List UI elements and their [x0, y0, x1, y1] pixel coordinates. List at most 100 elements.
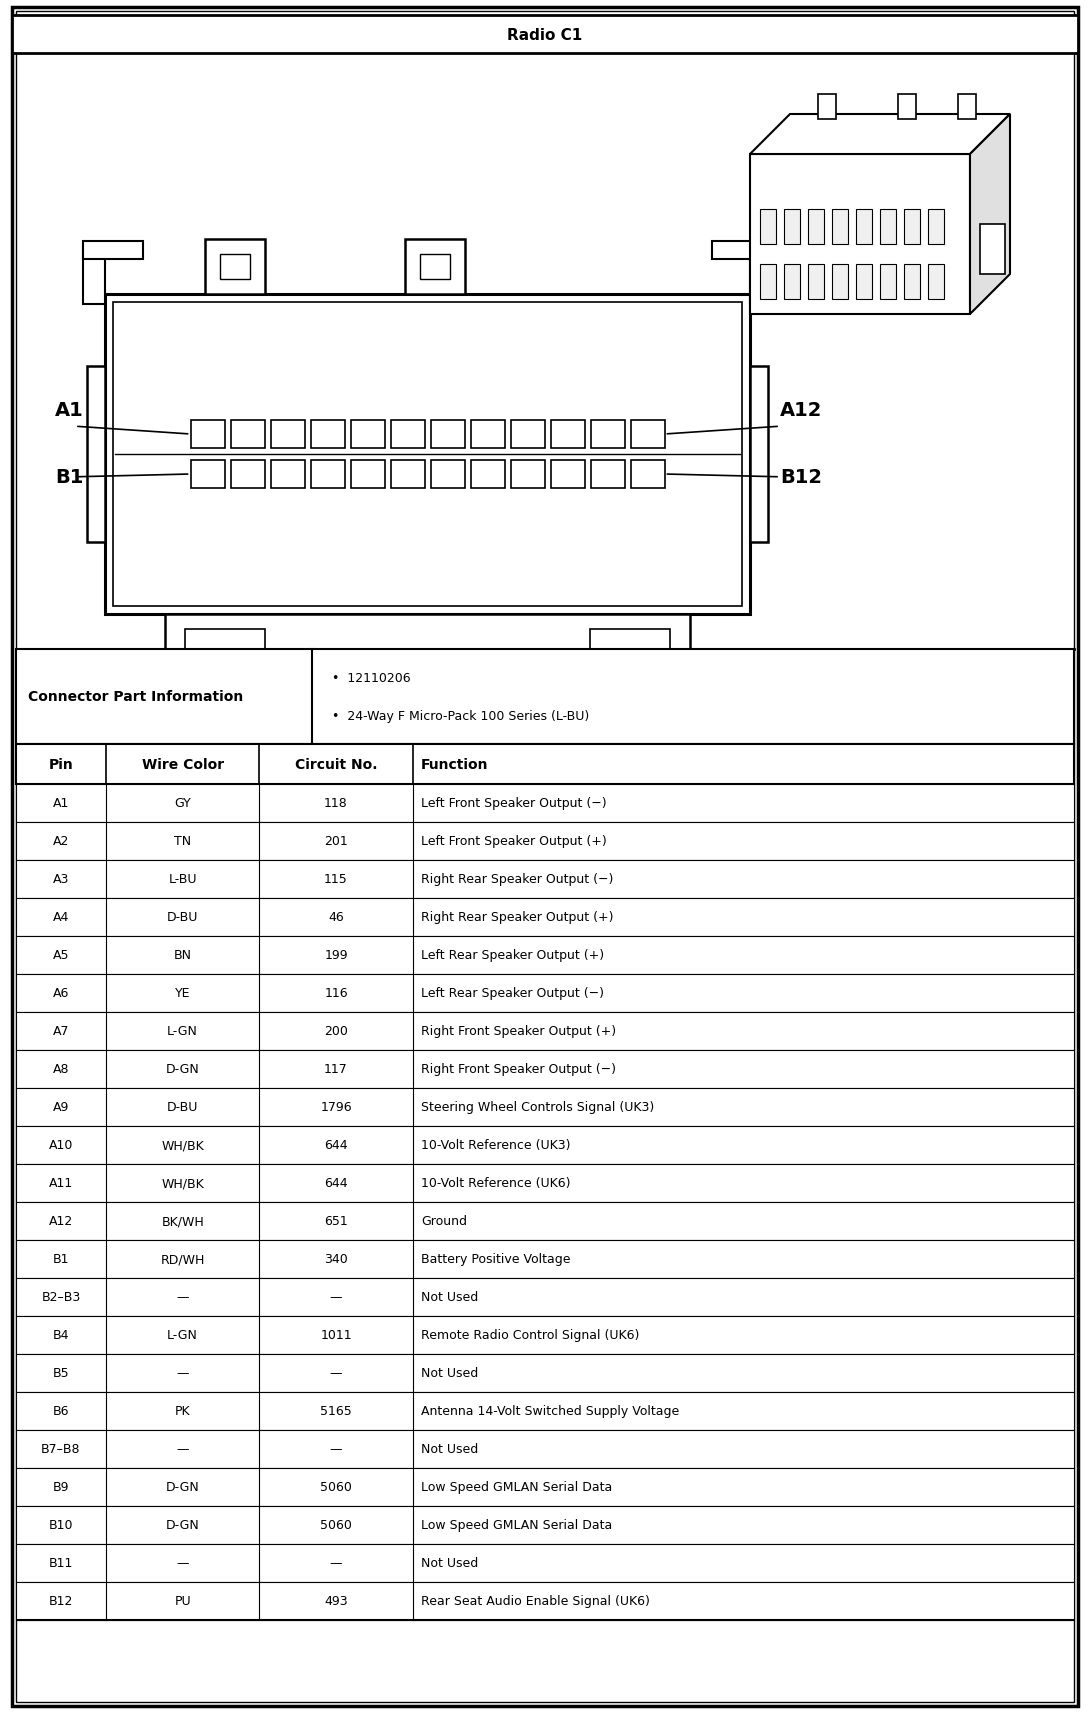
Bar: [750, 154, 970, 315]
Text: Not Used: Not Used: [421, 1556, 479, 1570]
Text: Pin: Pin: [49, 758, 73, 771]
Bar: [16, 650, 1074, 744]
Text: 117: 117: [324, 1063, 348, 1076]
Text: L-GN: L-GN: [167, 1025, 198, 1039]
Bar: [904, 209, 920, 245]
Text: •  12110206: • 12110206: [332, 672, 411, 684]
Text: A3: A3: [52, 872, 69, 886]
Bar: [832, 209, 848, 245]
Bar: [270, 461, 304, 488]
Text: 651: 651: [324, 1215, 348, 1227]
Text: A10: A10: [49, 1138, 73, 1152]
Bar: [405, 240, 465, 295]
Bar: [630, 420, 665, 449]
Bar: [16, 1126, 1074, 1164]
Bar: [105, 295, 750, 615]
Text: Not Used: Not Used: [421, 1366, 479, 1380]
Text: B5: B5: [52, 1366, 70, 1380]
Text: B11: B11: [49, 1556, 73, 1570]
Bar: [928, 209, 944, 245]
Bar: [420, 255, 450, 279]
Bar: [16, 1429, 1074, 1469]
Text: GY: GY: [174, 797, 191, 811]
Text: D-GN: D-GN: [166, 1063, 199, 1076]
Bar: [590, 629, 670, 680]
Text: 115: 115: [324, 872, 348, 886]
Text: A6: A6: [52, 987, 69, 999]
Bar: [16, 860, 1074, 898]
Bar: [591, 461, 625, 488]
Text: Connector Part Information: Connector Part Information: [28, 691, 243, 704]
Text: Not Used: Not Used: [421, 1443, 479, 1455]
Text: 200: 200: [324, 1025, 348, 1039]
Text: 201: 201: [324, 835, 348, 848]
Bar: [83, 245, 105, 305]
Bar: [760, 209, 776, 245]
Bar: [220, 255, 250, 279]
Bar: [351, 461, 385, 488]
Bar: [808, 266, 824, 300]
Bar: [591, 420, 625, 449]
Bar: [784, 209, 800, 245]
Text: Rear Seat Audio Enable Signal (UK6): Rear Seat Audio Enable Signal (UK6): [421, 1594, 650, 1608]
Bar: [230, 461, 265, 488]
Bar: [16, 1469, 1074, 1507]
Text: B1: B1: [54, 468, 83, 487]
Text: A4: A4: [52, 910, 69, 924]
Bar: [750, 367, 768, 543]
Bar: [431, 420, 464, 449]
Text: A1: A1: [54, 401, 84, 420]
Bar: [125, 694, 730, 715]
Bar: [390, 420, 424, 449]
Bar: [16, 898, 1074, 936]
Text: Right Front Speaker Output (+): Right Front Speaker Output (+): [421, 1025, 616, 1039]
Text: TN: TN: [174, 835, 191, 848]
Text: WH/BK: WH/BK: [161, 1138, 204, 1152]
Text: 199: 199: [324, 950, 348, 962]
Text: A12: A12: [780, 401, 822, 420]
Bar: [856, 209, 872, 245]
Text: •  24-Way F Micro-Pack 100 Series (L-BU): • 24-Way F Micro-Pack 100 Series (L-BU): [332, 710, 590, 723]
Text: Right Rear Speaker Output (+): Right Rear Speaker Output (+): [421, 910, 614, 924]
Text: 493: 493: [324, 1594, 348, 1608]
Text: PU: PU: [174, 1594, 191, 1608]
Bar: [16, 975, 1074, 1013]
Bar: [16, 1088, 1074, 1126]
Text: 118: 118: [324, 797, 348, 811]
Text: L-GN: L-GN: [167, 1328, 198, 1342]
Bar: [16, 785, 1074, 823]
Text: Battery Positive Voltage: Battery Positive Voltage: [421, 1253, 570, 1265]
Bar: [311, 461, 344, 488]
Bar: [16, 936, 1074, 975]
Bar: [205, 240, 265, 295]
Text: A1: A1: [52, 797, 69, 811]
Bar: [113, 303, 742, 607]
Text: —: —: [177, 1556, 189, 1570]
Text: B7–B8: B7–B8: [41, 1443, 81, 1455]
Bar: [510, 420, 545, 449]
Text: B12: B12: [49, 1594, 73, 1608]
Bar: [784, 266, 800, 300]
Bar: [760, 266, 776, 300]
Text: L-BU: L-BU: [168, 872, 197, 886]
Bar: [16, 1279, 1074, 1316]
Text: A11: A11: [49, 1178, 73, 1190]
Text: Steering Wheel Controls Signal (UK3): Steering Wheel Controls Signal (UK3): [421, 1100, 654, 1114]
Text: Ground: Ground: [421, 1215, 467, 1227]
Text: 10-Volt Reference (UK6): 10-Volt Reference (UK6): [421, 1178, 570, 1190]
Bar: [471, 461, 505, 488]
Bar: [16, 1507, 1074, 1544]
Bar: [832, 266, 848, 300]
Bar: [880, 209, 896, 245]
Text: RD/WH: RD/WH: [160, 1253, 205, 1265]
Text: 340: 340: [324, 1253, 348, 1265]
Text: D-GN: D-GN: [166, 1481, 199, 1493]
Bar: [510, 461, 545, 488]
Text: A2: A2: [52, 835, 69, 848]
Text: 1011: 1011: [320, 1328, 352, 1342]
Text: —: —: [177, 1443, 189, 1455]
Text: B9: B9: [52, 1481, 70, 1493]
Text: Function: Function: [421, 758, 488, 771]
Text: Right Rear Speaker Output (−): Right Rear Speaker Output (−): [421, 872, 613, 886]
Text: Left Rear Speaker Output (−): Left Rear Speaker Output (−): [421, 987, 604, 999]
